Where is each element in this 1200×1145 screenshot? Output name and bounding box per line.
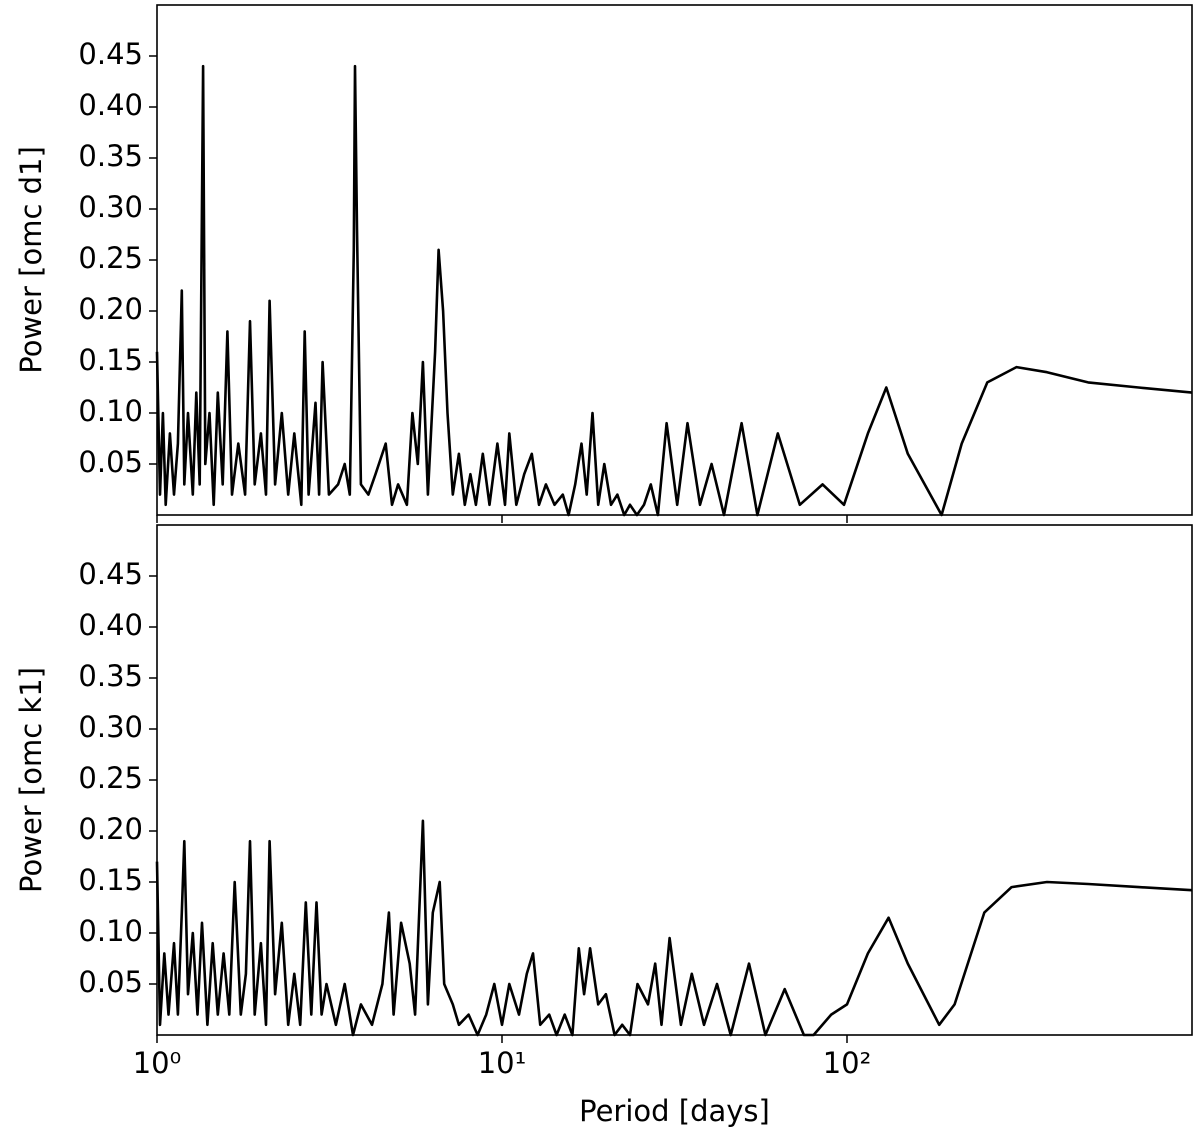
series-line xyxy=(155,819,1193,1037)
y-axis-label: Power [omc d1] xyxy=(14,146,48,374)
x-tick-label: 10⁰ xyxy=(133,1046,182,1080)
x-tick-label: 10¹ xyxy=(478,1046,527,1080)
y-tick-label: 0.10 xyxy=(78,394,143,428)
y-tick-label: 0.40 xyxy=(78,88,143,122)
y-tick-label: 0.25 xyxy=(78,761,143,795)
y-axis-label: Power [omc k1] xyxy=(14,667,48,893)
y-tick-label: 0.25 xyxy=(78,241,143,275)
y-tick-label: 0.10 xyxy=(78,914,143,948)
y-tick-label: 0.35 xyxy=(78,659,143,693)
y-tick-label: 0.30 xyxy=(78,710,143,744)
y-tick-label: 0.05 xyxy=(78,445,143,479)
x-axis-label: Period [days] xyxy=(579,1094,770,1128)
y-tick-label: 0.45 xyxy=(78,37,143,71)
y-tick-label: 0.20 xyxy=(78,292,143,326)
x-tick-label: 10² xyxy=(823,1046,872,1080)
y-tick-label: 0.05 xyxy=(78,965,143,999)
y-tick-label: 0.20 xyxy=(78,812,143,846)
y-tick-label: 0.45 xyxy=(78,557,143,591)
series-line xyxy=(155,64,1193,517)
y-tick-label: 0.40 xyxy=(78,608,143,642)
y-tick-label: 0.15 xyxy=(78,863,143,897)
plot-frame xyxy=(156,524,1193,1036)
y-tick-label: 0.35 xyxy=(78,139,143,173)
y-tick-label: 0.15 xyxy=(78,343,143,377)
y-tick-label: 0.30 xyxy=(78,190,143,224)
